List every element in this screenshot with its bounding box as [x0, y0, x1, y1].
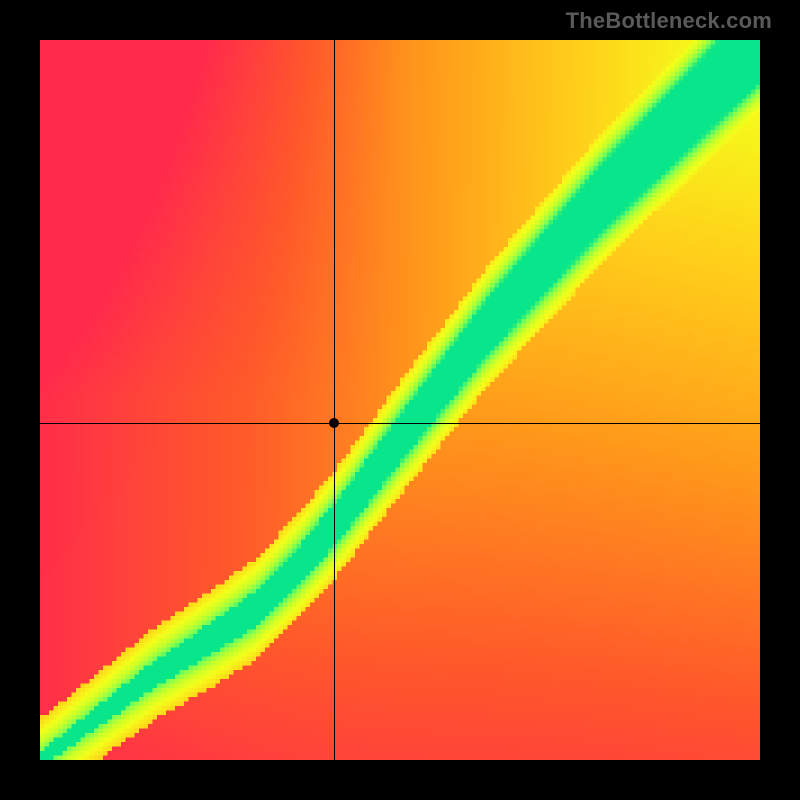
heatmap-canvas — [40, 40, 760, 760]
chart-container: TheBottleneck.com — [0, 0, 800, 800]
heatmap-plot — [40, 40, 760, 760]
watermark-text: TheBottleneck.com — [566, 8, 772, 34]
